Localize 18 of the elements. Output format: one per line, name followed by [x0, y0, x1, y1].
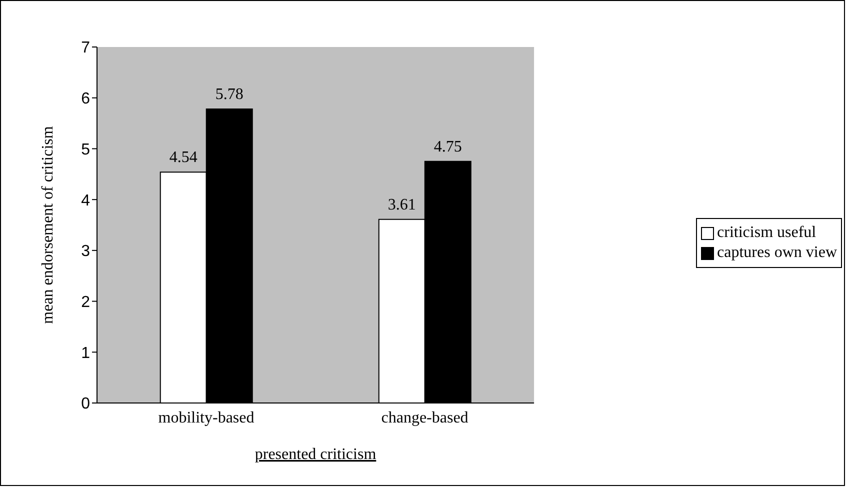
x-axis-title: presented criticism: [254, 446, 377, 463]
y-tick-label: 3: [81, 243, 90, 260]
data-label: 4.75: [434, 138, 462, 156]
y-tick-label: 4: [81, 192, 90, 210]
y-tick-label: 0: [81, 396, 90, 413]
data-label: 3.61: [388, 196, 416, 214]
legend-label: criticism useful: [717, 224, 816, 242]
x-tick-label: mobility-based: [158, 409, 254, 426]
y-axis-title: mean endorsement of criticism: [40, 126, 57, 324]
y-tick-label: 2: [81, 294, 90, 311]
x-tick-label: change-based: [381, 409, 468, 426]
legend-label: captures own view: [717, 244, 837, 262]
data-label: 4.54: [169, 149, 198, 166]
y-tick-label: 7: [81, 40, 90, 57]
y-tick-label: 1: [81, 344, 90, 362]
y-tick-label: 5: [81, 141, 90, 158]
data-label: 5.78: [215, 86, 244, 104]
y-tick-label: 6: [81, 90, 90, 108]
